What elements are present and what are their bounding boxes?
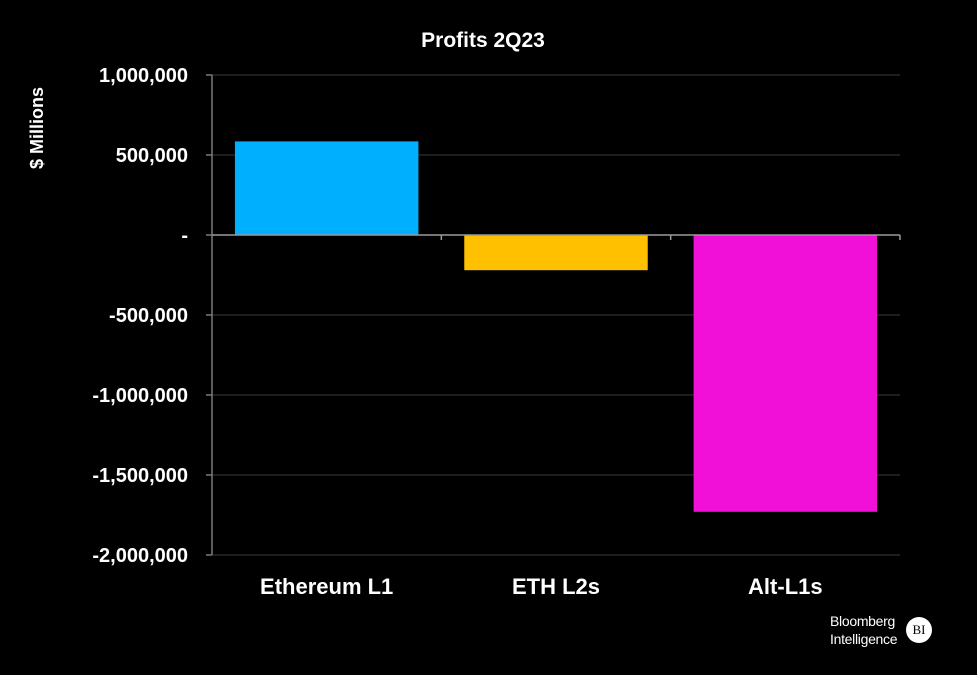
bars xyxy=(234,141,878,512)
x-tick-label: Alt-L1s xyxy=(748,574,823,599)
y-tick-label: -500,000 xyxy=(109,305,188,327)
x-tick-labels: Ethereum L1 ETH L2s Alt-L1s xyxy=(260,235,901,599)
y-tick-label: -2,000,000 xyxy=(92,545,188,567)
y-tick-labels: 1,000,000 500,000 - -500,000 -1,000,000 -1,50… xyxy=(92,65,188,567)
bloomberg-intelligence-logo: Bloomberg Intelligence BI xyxy=(830,612,940,652)
logo-line-2: Intelligence xyxy=(830,631,898,647)
bi-badge-icon: BI xyxy=(906,617,932,643)
y-tick-label: - xyxy=(181,225,188,247)
logo-text: Bloomberg Intelligence xyxy=(830,612,898,648)
bar-ethereum-l1 xyxy=(234,141,419,235)
y-axis-label: $ Millions xyxy=(27,87,47,169)
y-tick-label: -1,000,000 xyxy=(92,385,188,407)
logo-line-1: Bloomberg xyxy=(830,613,896,629)
x-tick-label: ETH L2s xyxy=(512,574,600,599)
y-tick-label: 500,000 xyxy=(116,145,188,167)
x-tick-label: Ethereum L1 xyxy=(260,574,393,599)
y-tick-label: 1,000,000 xyxy=(99,65,188,87)
y-tick-label: -1,500,000 xyxy=(92,465,188,487)
bar-alt-l1s xyxy=(693,235,878,512)
bar-eth-l2s xyxy=(464,235,648,271)
chart-title: Profits 2Q23 xyxy=(421,29,545,52)
